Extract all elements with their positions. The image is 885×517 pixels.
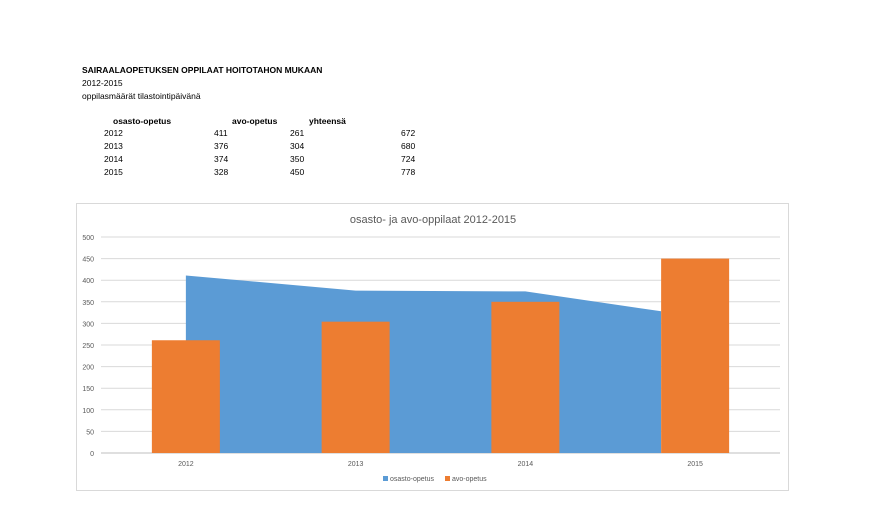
combo-chart: osasto- ja avo-oppilaat 2012-2015 0 50 100… [82, 214, 780, 483]
table-cell-avo: 350 [290, 154, 305, 164]
y-tick-label: 350 [82, 300, 94, 307]
x-tick-label: 2015 [687, 461, 703, 468]
table-cell-total: 778 [401, 167, 416, 177]
y-tick-label: 150 [82, 386, 94, 393]
y-tick-label: 200 [82, 365, 94, 372]
legend-swatch [445, 476, 450, 481]
osasto-area [185, 275, 662, 453]
y-tick-label: 400 [82, 278, 94, 285]
table-cell-total: 724 [401, 154, 416, 164]
chart-title: osasto- ja avo-oppilaat 2012-2015 [350, 214, 516, 226]
legend-label: avo-opetus [452, 476, 487, 483]
y-tick-label: 500 [82, 235, 94, 242]
chart-area: osasto- ja avo-oppilaat 2012-2015 0 50 100… [76, 203, 789, 491]
table-cell-osasto: 411 [214, 128, 228, 138]
table-cell-year: 2013 [104, 141, 123, 151]
x-tick-label: 2013 [348, 461, 364, 468]
report-title: SAIRAALAOPETUKSEN OPPILAAT HOITOTAHON MU… [82, 65, 323, 75]
y-tick-label: 300 [82, 321, 94, 328]
y-tick-label: 100 [82, 408, 94, 415]
table-header-total: yhteensä [309, 116, 346, 126]
report-note: oppilasmäärät tilastointipäivänä [82, 91, 201, 101]
report-years: 2012-2015 [82, 78, 123, 88]
avo-bar [151, 340, 220, 453]
y-tick-label: 0 [90, 451, 94, 458]
table-cell-osasto: 376 [214, 141, 229, 151]
osasto-area-series [185, 275, 662, 453]
table-cell-osasto: 374 [214, 154, 229, 164]
avo-bar-series [151, 258, 730, 453]
table-cell-year: 2014 [104, 154, 123, 164]
table-cell-avo: 304 [290, 141, 305, 151]
legend-label: osasto-opetus [390, 476, 434, 483]
table-cell-year: 2015 [104, 167, 123, 177]
table-cell-osasto: 328 [214, 167, 229, 177]
x-tick-label: 2014 [518, 461, 534, 468]
y-tick-label: 450 [82, 257, 94, 264]
x-tick-label: 2012 [178, 461, 194, 468]
axes: 0 50 100 150 200 250 300 350 400 450 500 2012 2013 20… [82, 235, 703, 468]
table-header-osasto: osasto-opetus [113, 116, 172, 126]
avo-bar [491, 301, 560, 453]
table-cell-avo: 450 [290, 167, 305, 177]
table-cell-avo: 261 [290, 128, 305, 138]
table-cell-year: 2012 [104, 128, 123, 138]
avo-bar [661, 258, 730, 453]
table-cell-total: 680 [401, 141, 416, 151]
table-header-avo: avo-opetus [232, 116, 278, 126]
avo-bar [321, 321, 390, 453]
y-tick-label: 50 [86, 429, 94, 436]
y-tick-label: 250 [82, 343, 94, 350]
table-cell-total: 672 [401, 128, 416, 138]
legend-swatch [383, 476, 388, 481]
legend: osasto-opetus avo-opetus [383, 476, 487, 483]
